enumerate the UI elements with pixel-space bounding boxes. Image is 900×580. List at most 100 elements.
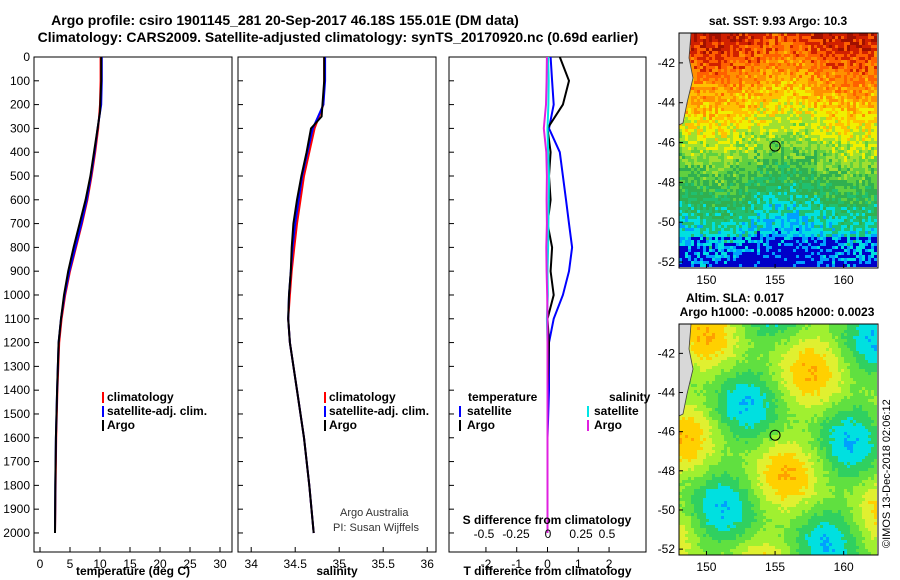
map-cell — [844, 249, 847, 252]
map-cell — [865, 36, 868, 39]
map-cell — [778, 243, 781, 246]
map-cell — [841, 123, 844, 126]
map-cell — [805, 114, 808, 117]
map-cell — [682, 177, 685, 180]
map-cell — [730, 63, 733, 66]
map-cell — [721, 216, 724, 219]
map-cell — [796, 126, 799, 129]
map-cell — [703, 174, 706, 177]
map-cell — [784, 45, 787, 48]
map-cell — [736, 198, 739, 201]
map-cell — [787, 168, 790, 171]
map-cell — [736, 63, 739, 66]
xtick-label: 2 — [606, 557, 613, 571]
map-cell — [760, 36, 763, 39]
map-cell — [838, 183, 841, 186]
map-cell — [856, 93, 859, 96]
map-cell — [820, 78, 823, 81]
map-cell — [691, 165, 694, 168]
map-cell — [799, 135, 802, 138]
map-cell — [724, 63, 727, 66]
map-cell — [868, 231, 871, 234]
map-cell — [784, 57, 787, 60]
map-cell — [739, 162, 742, 165]
map-cell — [871, 243, 874, 246]
map-cell — [850, 243, 853, 246]
map-cell — [829, 165, 832, 168]
map-cell — [865, 42, 868, 45]
map-cell — [727, 120, 730, 123]
map-cell — [811, 156, 814, 159]
map-cell — [766, 201, 769, 204]
map-cell — [733, 93, 736, 96]
map-cell — [829, 195, 832, 198]
map-cell — [769, 132, 772, 135]
map-cell — [859, 141, 862, 144]
map-cell — [718, 183, 721, 186]
map-cell — [709, 81, 712, 84]
map-cell — [844, 153, 847, 156]
map-cell — [784, 123, 787, 126]
map-cell — [826, 249, 829, 252]
map-cell — [772, 177, 775, 180]
map-cell — [715, 84, 718, 87]
map-cell — [688, 183, 691, 186]
map-cell — [835, 180, 838, 183]
map-cell — [745, 42, 748, 45]
map-cell — [751, 102, 754, 105]
map-cell — [853, 216, 856, 219]
map-cell — [853, 207, 856, 210]
map-cell — [697, 189, 700, 192]
map-cell — [787, 195, 790, 198]
map-cell — [832, 123, 835, 126]
map-cell — [838, 225, 841, 228]
map-cell — [835, 147, 838, 150]
map-cell — [712, 159, 715, 162]
map-cell — [808, 207, 811, 210]
map-cell — [841, 168, 844, 171]
map-cell — [736, 72, 739, 75]
map-cell — [775, 33, 778, 36]
map-cell — [721, 138, 724, 141]
map-cell — [700, 240, 703, 243]
map-cell — [706, 48, 709, 51]
map-cell — [757, 216, 760, 219]
legend-label: Argo — [329, 418, 357, 432]
map-cell — [697, 165, 700, 168]
map-cell — [874, 63, 877, 66]
map-cell — [694, 45, 697, 48]
map-cell — [862, 57, 865, 60]
map-cell — [823, 78, 826, 81]
map-cell — [859, 198, 862, 201]
map-cell — [730, 180, 733, 183]
map-cell — [742, 117, 745, 120]
map-cell — [784, 78, 787, 81]
map-cell — [730, 171, 733, 174]
map-cell — [823, 222, 826, 225]
map-cell — [805, 144, 808, 147]
map-cell — [712, 141, 715, 144]
map-cell — [859, 174, 862, 177]
map-cell — [817, 198, 820, 201]
map-cell — [727, 45, 730, 48]
map-cell — [727, 171, 730, 174]
map-cell — [730, 42, 733, 45]
map-cell — [700, 117, 703, 120]
map-cell — [697, 231, 700, 234]
map-cell — [865, 219, 868, 222]
map-cell — [691, 249, 694, 252]
map-cell — [712, 189, 715, 192]
map-cell — [757, 84, 760, 87]
map-cell — [718, 195, 721, 198]
map-cell — [817, 183, 820, 186]
map-cell — [805, 78, 808, 81]
map-cell — [730, 138, 733, 141]
map-cell — [766, 102, 769, 105]
map-cell — [805, 201, 808, 204]
map-cell — [769, 42, 772, 45]
map-cell — [808, 81, 811, 84]
map-cell — [847, 249, 850, 252]
map-cell — [826, 243, 829, 246]
map-cell — [868, 72, 871, 75]
map-cell — [679, 237, 682, 240]
